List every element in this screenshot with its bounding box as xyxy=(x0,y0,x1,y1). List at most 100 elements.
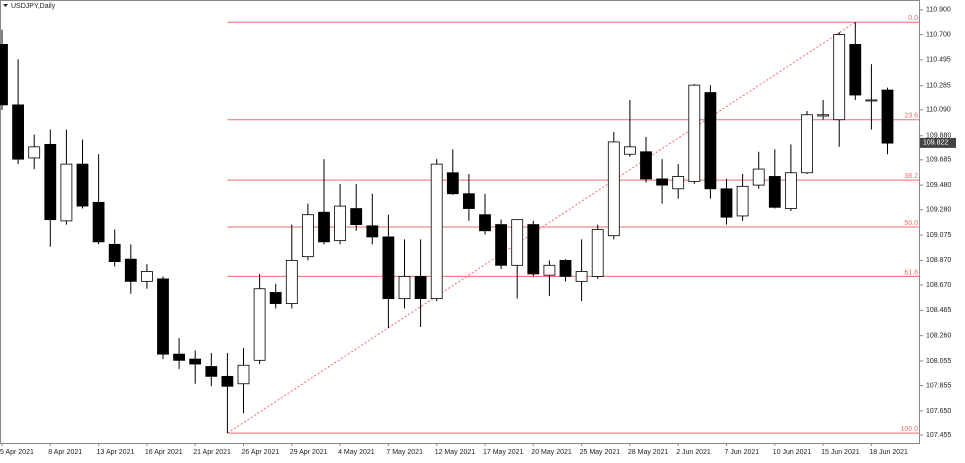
candle-body xyxy=(0,44,8,106)
candle-body xyxy=(60,163,73,222)
fib-label: 38.2 xyxy=(904,173,918,180)
candle-body xyxy=(672,176,685,190)
candle-body xyxy=(366,225,379,238)
candle-body xyxy=(640,151,652,180)
candle-body xyxy=(350,208,363,225)
candle-body xyxy=(301,214,314,258)
candle-body xyxy=(124,258,137,282)
candle-body xyxy=(189,358,202,365)
y-tick-label: 107.855 xyxy=(926,382,951,389)
y-tick-label: 110.090 xyxy=(926,107,951,114)
candle-body xyxy=(12,104,25,160)
chart-title: USDJPY,Daily xyxy=(11,3,56,10)
y-tick-label: 109.480 xyxy=(926,182,951,189)
candle-body xyxy=(173,353,186,361)
candle-body xyxy=(76,163,89,207)
x-tick-label: 4 May 2021 xyxy=(338,449,375,456)
candle-body xyxy=(430,163,443,300)
candle-body xyxy=(495,224,508,266)
x-tick-label: 21 Apr 2021 xyxy=(193,449,231,456)
y-tick-label: 110.495 xyxy=(926,57,951,64)
candle-body xyxy=(720,188,733,218)
x-tick-label: 10 Jun 2021 xyxy=(773,449,812,456)
x-tick-label: 7 May 2021 xyxy=(386,449,423,456)
candle-body xyxy=(881,89,894,144)
plot-frame xyxy=(0,0,920,444)
y-tick-label: 109.075 xyxy=(926,232,951,239)
fib-trendline xyxy=(227,21,856,434)
x-tick-label: 20 May 2021 xyxy=(531,449,572,456)
candle-body xyxy=(479,214,491,232)
y-tick-label: 108.055 xyxy=(926,358,951,365)
candle-body xyxy=(543,264,556,276)
candle-body xyxy=(656,178,668,186)
x-tick-label: 25 May 2021 xyxy=(580,449,621,456)
candle-body xyxy=(28,146,41,159)
candle-body xyxy=(704,92,717,190)
x-tick-label: 7 Jun 2021 xyxy=(725,449,760,456)
x-tick-label: 2 Jun 2021 xyxy=(676,449,711,456)
candle-body xyxy=(849,44,862,96)
candle-body xyxy=(44,143,57,221)
candle-body xyxy=(205,366,218,377)
candle-body xyxy=(398,276,411,300)
candle-body xyxy=(108,243,121,263)
x-tick-label: 17 May 2021 xyxy=(483,449,524,456)
x-tick-label: 29 Apr 2021 xyxy=(290,449,328,456)
candle-body xyxy=(865,99,878,102)
x-tick-label: 18 Jun 2021 xyxy=(869,449,908,456)
candle-body xyxy=(382,236,395,300)
candle-body xyxy=(511,219,524,266)
candle-body xyxy=(736,185,749,217)
candle-body xyxy=(527,224,540,275)
last-price-box xyxy=(920,137,956,148)
last-price-label: 109.822 xyxy=(923,140,948,147)
fib-label: 0.0 xyxy=(908,15,918,22)
candle-body xyxy=(285,259,298,304)
y-tick-label: 107.650 xyxy=(926,408,951,415)
candle-body xyxy=(269,292,282,304)
candle-body xyxy=(559,259,572,277)
candle-body xyxy=(785,172,797,209)
candle-body xyxy=(768,176,781,208)
x-tick-label: 26 Apr 2021 xyxy=(242,449,280,456)
x-tick-label: 28 May 2021 xyxy=(628,449,669,456)
y-tick-label: 109.280 xyxy=(926,207,951,214)
y-tick-label: 110.900 xyxy=(926,7,951,14)
x-tick-label: 13 Apr 2021 xyxy=(97,449,135,456)
candle-body xyxy=(833,34,846,121)
candle-body xyxy=(157,278,169,355)
candle-body xyxy=(575,271,588,282)
candle-body xyxy=(817,114,829,117)
fib-label: 100.0 xyxy=(900,426,918,433)
candle-body xyxy=(446,172,459,195)
y-tick-label: 108.670 xyxy=(926,282,951,289)
x-tick-label: 12 May 2021 xyxy=(435,449,476,456)
y-tick-label: 108.260 xyxy=(926,332,951,339)
y-tick-label: 110.285 xyxy=(926,83,951,90)
candle-body xyxy=(688,84,701,182)
candle-body xyxy=(253,288,266,361)
x-tick-label: 16 Apr 2021 xyxy=(145,449,183,456)
candle-body xyxy=(624,146,636,155)
candle-body xyxy=(140,271,153,282)
candle-body xyxy=(462,193,475,209)
candle-body xyxy=(318,211,330,243)
x-tick-label: 15 Jun 2021 xyxy=(821,449,860,456)
x-tick-label: 5 Apr 2021 xyxy=(0,449,34,456)
fib-label: 61.8 xyxy=(904,269,918,276)
candle-body xyxy=(237,364,250,385)
candle-body xyxy=(801,114,813,174)
candle-body xyxy=(591,229,604,277)
menu-arrow xyxy=(3,4,8,7)
y-tick-label: 107.455 xyxy=(926,432,951,439)
candle-body xyxy=(607,141,620,237)
fib-label: 50.0 xyxy=(904,220,918,227)
candle-body xyxy=(414,276,427,300)
y-tick-label: 110.700 xyxy=(926,31,951,38)
fib-label: 23.6 xyxy=(904,113,918,120)
candle-body xyxy=(334,205,347,242)
y-tick-label: 108.870 xyxy=(926,257,951,264)
y-tick-label: 108.465 xyxy=(926,307,951,314)
